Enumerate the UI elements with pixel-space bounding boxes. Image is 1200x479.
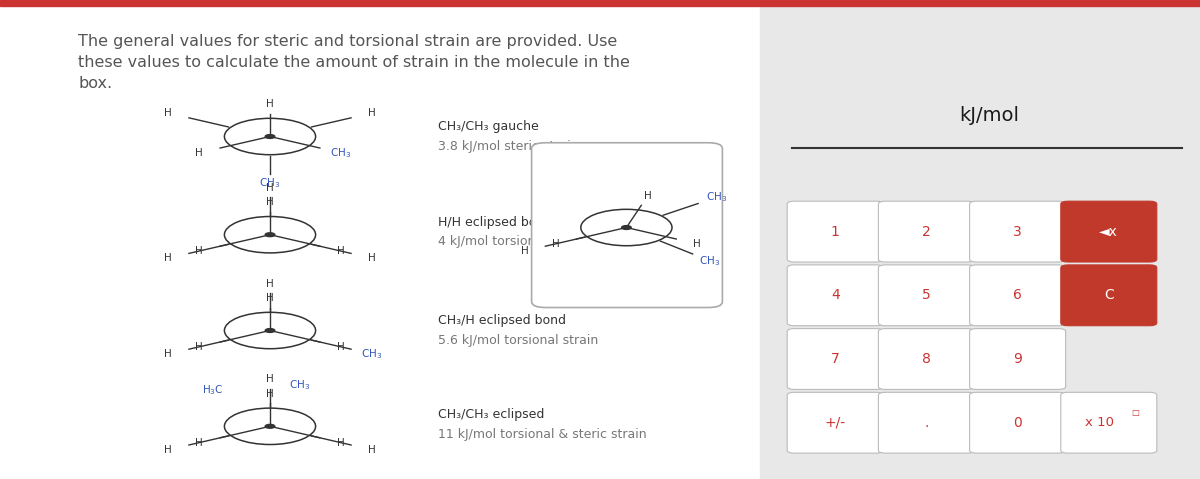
Text: H: H bbox=[266, 389, 274, 399]
Text: 4 kJ/mol torsional strain: 4 kJ/mol torsional strain bbox=[438, 235, 587, 249]
FancyBboxPatch shape bbox=[878, 201, 974, 262]
Text: 7: 7 bbox=[830, 352, 840, 366]
Text: The general values for steric and torsional strain are provided. Use
these value: The general values for steric and torsio… bbox=[78, 34, 630, 91]
Text: ◄x: ◄x bbox=[1099, 225, 1118, 239]
Text: CH$_3$: CH$_3$ bbox=[259, 177, 281, 190]
Text: H: H bbox=[368, 445, 376, 455]
FancyBboxPatch shape bbox=[787, 392, 883, 453]
Text: H: H bbox=[196, 342, 203, 352]
Circle shape bbox=[622, 226, 631, 229]
Text: CH$_3$: CH$_3$ bbox=[361, 347, 383, 361]
Circle shape bbox=[265, 329, 275, 332]
Text: H: H bbox=[164, 253, 172, 263]
Bar bbox=[760, 0, 1200, 479]
Text: 9: 9 bbox=[1013, 352, 1022, 366]
Text: +/-: +/- bbox=[824, 416, 846, 430]
FancyBboxPatch shape bbox=[787, 201, 883, 262]
FancyBboxPatch shape bbox=[787, 265, 883, 326]
FancyBboxPatch shape bbox=[787, 329, 883, 389]
Text: 5.6 kJ/mol torsional strain: 5.6 kJ/mol torsional strain bbox=[438, 333, 599, 347]
Circle shape bbox=[265, 424, 275, 428]
FancyBboxPatch shape bbox=[1061, 201, 1157, 262]
Text: H: H bbox=[337, 342, 344, 352]
Text: CH$_3$: CH$_3$ bbox=[698, 254, 720, 268]
FancyBboxPatch shape bbox=[878, 392, 974, 453]
Text: H: H bbox=[521, 246, 528, 256]
Text: H: H bbox=[337, 438, 344, 447]
Text: H: H bbox=[164, 108, 172, 118]
Text: 3.8 kJ/mol steric strain: 3.8 kJ/mol steric strain bbox=[438, 139, 578, 153]
Text: H: H bbox=[196, 148, 203, 158]
Text: 6: 6 bbox=[1013, 288, 1022, 302]
Text: 3: 3 bbox=[1013, 225, 1022, 239]
FancyBboxPatch shape bbox=[532, 143, 722, 308]
Text: CH₃/CH₃ eclipsed: CH₃/CH₃ eclipsed bbox=[438, 408, 545, 421]
Text: H: H bbox=[337, 246, 344, 256]
Text: H: H bbox=[266, 293, 274, 303]
Text: CH$_3$: CH$_3$ bbox=[330, 146, 352, 160]
Text: .: . bbox=[924, 416, 929, 430]
FancyBboxPatch shape bbox=[970, 265, 1066, 326]
Text: H: H bbox=[368, 253, 376, 263]
Circle shape bbox=[265, 135, 275, 138]
FancyBboxPatch shape bbox=[970, 329, 1066, 389]
Text: H: H bbox=[266, 183, 274, 193]
Bar bbox=[0, 0, 1200, 6]
Text: H: H bbox=[266, 279, 274, 288]
Text: H: H bbox=[266, 99, 274, 109]
Text: 0: 0 bbox=[1013, 416, 1022, 430]
FancyBboxPatch shape bbox=[878, 265, 974, 326]
Text: 2: 2 bbox=[922, 225, 931, 239]
Text: CH$_3$: CH$_3$ bbox=[706, 191, 727, 204]
Text: kJ/mol: kJ/mol bbox=[959, 105, 1019, 125]
Text: H: H bbox=[196, 246, 203, 256]
Text: H: H bbox=[552, 239, 559, 249]
Text: 8: 8 bbox=[922, 352, 931, 366]
Text: H: H bbox=[368, 108, 376, 118]
Text: H: H bbox=[164, 445, 172, 455]
Text: 11 kJ/mol torsional & steric strain: 11 kJ/mol torsional & steric strain bbox=[438, 428, 647, 441]
Text: 4: 4 bbox=[830, 288, 840, 302]
Circle shape bbox=[265, 233, 275, 237]
Text: 5: 5 bbox=[922, 288, 931, 302]
Text: H: H bbox=[266, 375, 274, 384]
Text: x 10: x 10 bbox=[1085, 416, 1114, 429]
FancyBboxPatch shape bbox=[1061, 265, 1157, 326]
Text: H: H bbox=[694, 239, 701, 249]
Text: H: H bbox=[643, 191, 652, 201]
Text: CH₃/H eclipsed bond: CH₃/H eclipsed bond bbox=[438, 314, 566, 328]
Text: H/H eclipsed bond: H/H eclipsed bond bbox=[438, 216, 552, 229]
Text: 1: 1 bbox=[830, 225, 840, 239]
Text: H: H bbox=[266, 197, 274, 207]
Bar bbox=[0, 0, 760, 479]
Text: C: C bbox=[1104, 288, 1114, 302]
Text: H: H bbox=[164, 349, 172, 359]
Text: □: □ bbox=[1132, 408, 1139, 417]
Text: CH₃/CH₃ gauche: CH₃/CH₃ gauche bbox=[438, 120, 539, 134]
Text: H: H bbox=[196, 438, 203, 447]
FancyBboxPatch shape bbox=[1061, 392, 1157, 453]
FancyBboxPatch shape bbox=[970, 201, 1066, 262]
Text: CH$_3$: CH$_3$ bbox=[289, 379, 311, 392]
FancyBboxPatch shape bbox=[970, 392, 1066, 453]
Text: H$_3$C: H$_3$C bbox=[202, 384, 223, 397]
FancyBboxPatch shape bbox=[878, 329, 974, 389]
